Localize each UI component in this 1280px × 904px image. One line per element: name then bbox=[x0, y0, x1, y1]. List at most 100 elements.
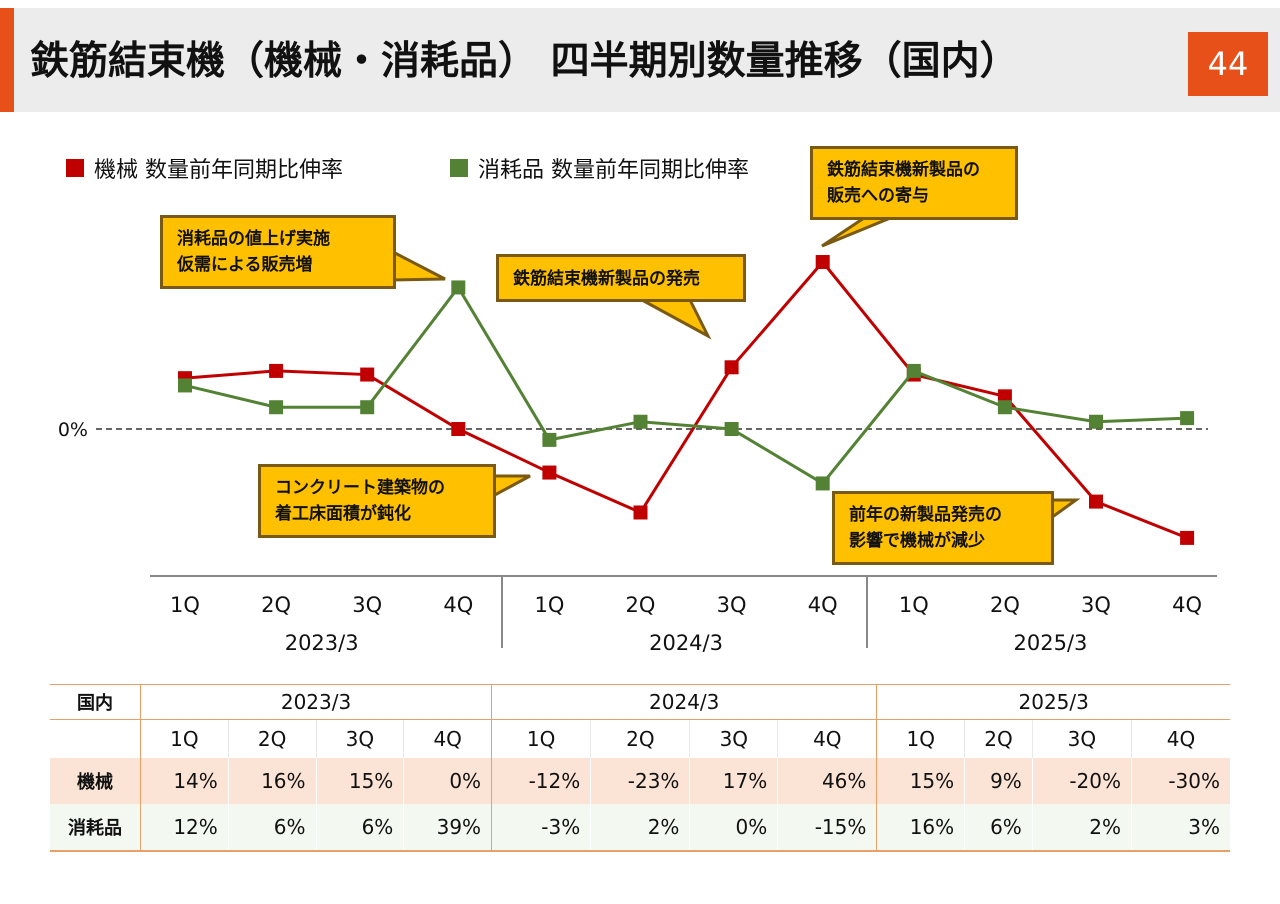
data-point-marker bbox=[633, 414, 648, 429]
table-cell: 16% bbox=[876, 804, 966, 852]
callout-prior-year-effect: 前年の新製品発売の 影響で機械が減少 bbox=[832, 491, 1054, 565]
table-year-row: 国内 2023/3 2024/3 2025/3 bbox=[50, 684, 1230, 720]
data-point-marker bbox=[269, 363, 284, 378]
page-number-badge: 44 bbox=[1188, 32, 1268, 96]
table-quarter-header: 1Q bbox=[491, 719, 592, 758]
data-point-marker bbox=[542, 465, 557, 480]
callout-new-product-contribution-line1: 鉄筋結束機新製品の bbox=[827, 160, 980, 180]
table-cell: 15% bbox=[876, 758, 966, 804]
callout-new-product-contribution-line2: 販売への寄与 bbox=[827, 186, 929, 206]
table-row-consumables: 消耗品 12% 6% 6% 39% -3% 2% 0% -15% 16% 6% … bbox=[50, 804, 1230, 852]
x-tick-label: 3Q bbox=[717, 593, 747, 617]
table-corner-label: 国内 bbox=[50, 684, 141, 720]
table-quarter-header: 3Q bbox=[1032, 719, 1132, 758]
callout-consumables-price-line2: 仮需による販売増 bbox=[177, 255, 313, 275]
table-cell: 16% bbox=[228, 758, 317, 804]
x-tick-label: 4Q bbox=[808, 593, 838, 617]
table-cell: 6% bbox=[964, 804, 1033, 852]
callout-pointer bbox=[391, 249, 446, 282]
table-cell: 6% bbox=[316, 804, 405, 852]
table-year-header: 2024/3 bbox=[491, 684, 878, 720]
table-cell: 39% bbox=[403, 804, 493, 852]
table-cell: 2% bbox=[590, 804, 691, 852]
table-cell: -23% bbox=[590, 758, 691, 804]
table-cell: 0% bbox=[689, 804, 779, 852]
table-cell: 46% bbox=[777, 758, 878, 804]
table-quarter-header: 4Q bbox=[403, 719, 493, 758]
table-row-label: 機械 bbox=[50, 758, 141, 804]
table-blank-cell bbox=[50, 719, 141, 758]
table-cell: 9% bbox=[964, 758, 1033, 804]
callout-construction-slowdown-line2: 着工床面積が鈍化 bbox=[275, 504, 411, 524]
table-cell: 6% bbox=[228, 804, 317, 852]
table-cell: 14% bbox=[140, 758, 229, 804]
table-row-machine: 機械 14% 16% 15% 0% -12% -23% 17% 46% 15% … bbox=[50, 758, 1230, 804]
table-quarter-header: 3Q bbox=[316, 719, 405, 758]
table-quarter-header: 2Q bbox=[228, 719, 317, 758]
zero-axis-label: 0% bbox=[58, 419, 88, 441]
data-point-marker bbox=[451, 422, 466, 436]
data-point-marker bbox=[360, 367, 375, 382]
x-tick-label: 1Q bbox=[899, 593, 929, 617]
table-quarter-header: 3Q bbox=[689, 719, 779, 758]
series-line bbox=[184, 284, 1188, 486]
x-tick-label: 3Q bbox=[1081, 593, 1111, 617]
x-tick-label: 4Q bbox=[443, 593, 473, 617]
table-cell: -15% bbox=[777, 804, 878, 852]
data-point-marker bbox=[724, 422, 739, 436]
data-point-marker bbox=[633, 505, 648, 520]
callout-prior-year-effect-line1: 前年の新製品発売の bbox=[849, 505, 1002, 525]
table-quarter-header: 1Q bbox=[140, 719, 229, 758]
callout-construction-slowdown-line1: コンクリート建築物の bbox=[275, 478, 445, 498]
table-year-header: 2023/3 bbox=[140, 684, 493, 720]
table-year-header: 2025/3 bbox=[876, 684, 1230, 720]
data-point-marker bbox=[997, 400, 1012, 415]
table-cell: -3% bbox=[491, 804, 592, 852]
data-point-marker bbox=[1180, 411, 1195, 426]
callout-pointer bbox=[1049, 498, 1081, 521]
table-cell: 0% bbox=[403, 758, 493, 804]
series-line bbox=[184, 259, 1188, 540]
x-tick-label: 2Q bbox=[626, 593, 656, 617]
callout-new-product-launch: 鉄筋結束機新製品の発売 bbox=[496, 254, 746, 302]
table-cell: 3% bbox=[1131, 804, 1230, 852]
data-point-marker bbox=[906, 363, 921, 378]
callout-new-product-launch-text: 鉄筋結束機新製品の発売 bbox=[513, 269, 700, 289]
x-tick-label: 1Q bbox=[170, 593, 200, 617]
table-quarter-header: 4Q bbox=[1166, 727, 1196, 751]
table-cell: -30% bbox=[1131, 758, 1230, 804]
data-point-marker bbox=[815, 476, 830, 491]
legend-item-consumables: 消耗品 数量前年同期比伸率 bbox=[450, 154, 749, 183]
data-point-marker bbox=[269, 400, 284, 415]
data-point-marker bbox=[724, 360, 739, 375]
data-point-marker bbox=[360, 400, 375, 415]
callout-consumables-price: 消耗品の値上げ実施 仮需による販売増 bbox=[160, 215, 396, 289]
data-point-marker bbox=[1089, 414, 1103, 429]
x-tick-label: 2Q bbox=[261, 593, 291, 617]
legend-swatch-machine bbox=[66, 159, 84, 177]
callout-pointer bbox=[641, 298, 712, 340]
data-point-marker bbox=[451, 280, 466, 295]
x-tick-label: 4Q bbox=[1172, 593, 1202, 617]
data-point-marker bbox=[542, 432, 557, 447]
data-point-marker bbox=[997, 389, 1012, 404]
table-cell: 17% bbox=[689, 758, 779, 804]
callout-new-product-contribution: 鉄筋結束機新製品の 販売への寄与 bbox=[810, 146, 1018, 220]
x-group-label: 2025/3 bbox=[1014, 631, 1088, 655]
callout-prior-year-effect-line2: 影響で機械が減少 bbox=[849, 531, 985, 551]
table-cell: 15% bbox=[316, 758, 405, 804]
x-tick-label: 3Q bbox=[352, 593, 382, 617]
legend-label-machine: 機械 数量前年同期比伸率 bbox=[94, 158, 343, 183]
table-quarter-header: 2Q bbox=[964, 719, 1033, 758]
data-point-marker bbox=[815, 255, 830, 270]
x-tick-label: 2Q bbox=[990, 593, 1020, 617]
table-quarter-header: 4Q bbox=[777, 719, 878, 758]
legend-label-consumables: 消耗品 数量前年同期比伸率 bbox=[478, 158, 749, 183]
table-cell: -12% bbox=[491, 758, 592, 804]
legend-swatch-consumables bbox=[450, 159, 468, 177]
data-point-marker bbox=[1089, 494, 1103, 509]
table-quarter-row: 1Q 2Q 3Q 4Q 1Q 2Q 3Q 4Q 1Q 2Q 3Q 4Q bbox=[50, 719, 1230, 758]
title-bar bbox=[0, 8, 1280, 112]
title-accent-bar bbox=[0, 8, 14, 112]
data-table: 国内 2023/3 2024/3 2025/3 1Q 2Q 3Q 4Q 1Q 2… bbox=[50, 684, 1230, 852]
